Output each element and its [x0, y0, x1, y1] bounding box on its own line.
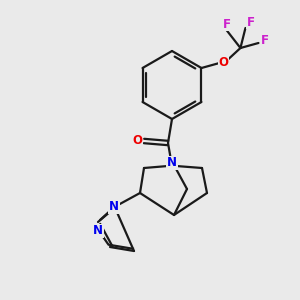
Text: O: O	[218, 56, 228, 68]
Text: O: O	[132, 134, 142, 148]
Text: N: N	[167, 157, 177, 169]
Text: F: F	[222, 17, 230, 31]
Text: F: F	[246, 16, 254, 28]
Text: N: N	[109, 200, 119, 214]
Text: N: N	[93, 224, 103, 238]
Text: F: F	[260, 34, 268, 47]
